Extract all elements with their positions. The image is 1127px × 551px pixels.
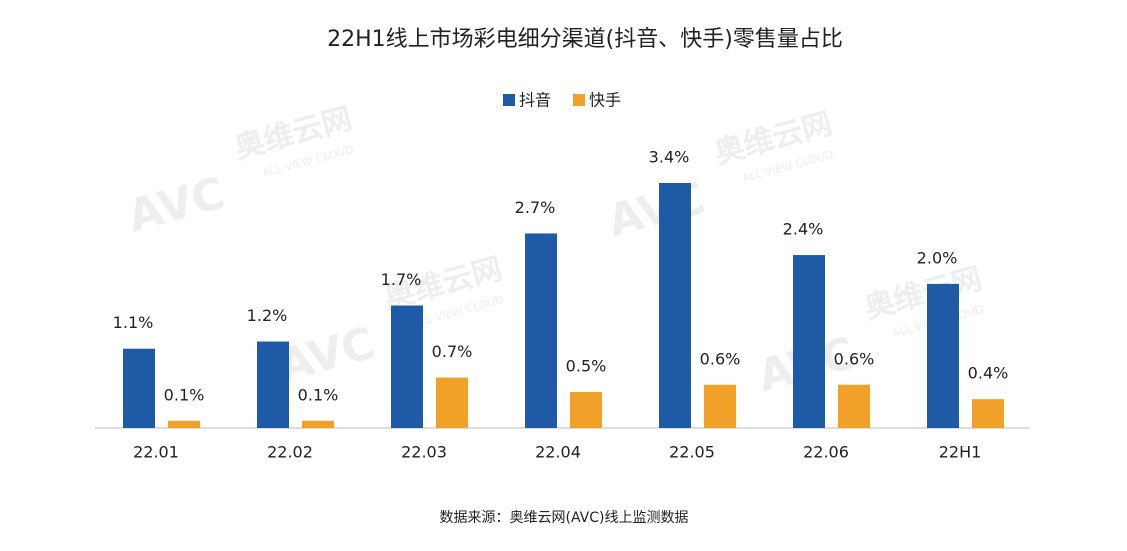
value-label: 0.1% <box>164 385 205 404</box>
x-tick-label: 22H1 <box>939 443 982 462</box>
bar <box>793 255 825 428</box>
bar <box>436 377 468 428</box>
watermark-logo: AVC <box>123 168 230 242</box>
bar <box>168 420 200 428</box>
x-tick-label: 22.05 <box>669 443 715 462</box>
value-label: 0.7% <box>432 342 473 361</box>
value-label: 1.2% <box>247 306 288 325</box>
x-tick-label: 22.02 <box>267 443 313 462</box>
value-label: 0.6% <box>700 349 741 368</box>
bar <box>257 341 289 428</box>
x-tick-label: 22.06 <box>803 443 849 462</box>
bar <box>972 399 1004 428</box>
value-label: 3.4% <box>649 148 690 167</box>
bar <box>927 283 959 428</box>
value-label: 1.7% <box>381 270 422 289</box>
bar <box>570 391 602 428</box>
bar <box>123 348 155 428</box>
value-label: 0.1% <box>298 385 339 404</box>
watermark-logo: AVC <box>603 173 710 247</box>
value-label: 1.1% <box>113 313 154 332</box>
value-label: 0.4% <box>968 364 1009 383</box>
bar <box>302 420 334 428</box>
legend-label: 抖音 <box>519 91 551 110</box>
chart-title: 22H1线上市场彩电细分渠道(抖音、快手)零售量占比 <box>327 27 843 52</box>
bar <box>525 233 557 428</box>
legend-swatch <box>503 94 515 106</box>
value-label: 0.5% <box>566 356 607 375</box>
bar <box>391 305 423 428</box>
x-tick-label: 22.01 <box>133 443 179 462</box>
bar <box>704 384 736 428</box>
value-label: 0.6% <box>834 349 875 368</box>
value-label: 2.7% <box>515 198 556 217</box>
bar <box>838 384 870 428</box>
value-label: 2.0% <box>917 248 958 267</box>
bar <box>659 183 691 428</box>
legend-label: 快手 <box>589 91 621 110</box>
legend-swatch <box>573 94 585 106</box>
x-tick-label: 22.04 <box>535 443 581 462</box>
value-label: 2.4% <box>783 220 824 239</box>
x-tick-label: 22.03 <box>401 443 447 462</box>
source-note: 数据来源：奥维云网(AVC)线上监测数据 <box>440 509 689 526</box>
